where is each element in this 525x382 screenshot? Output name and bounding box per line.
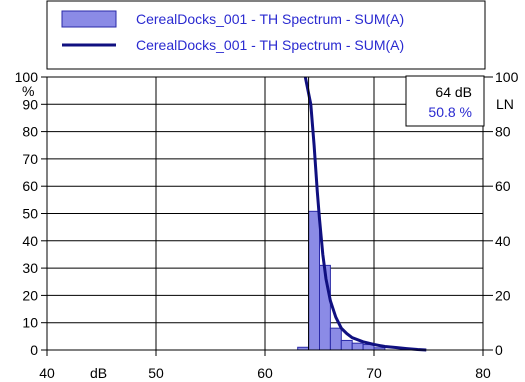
- right-y-tick-label: 40: [495, 233, 511, 249]
- left-y-tick-label: 70: [22, 151, 38, 167]
- legend-histogram-swatch: [61, 10, 117, 28]
- x-tick-label: 40: [39, 365, 55, 381]
- x-axis: 40 50 60 70 80: [39, 350, 491, 381]
- right-y-tick-label: 80: [495, 124, 511, 140]
- histogram-bar: [340, 339, 353, 351]
- left-y-tick-label: 50: [22, 206, 38, 222]
- left-y-tick-label: 10: [22, 315, 38, 331]
- left-y-tick-label: 100: [15, 69, 39, 85]
- left-y-tick-label: 20: [22, 287, 38, 303]
- histogram-bar: [329, 327, 342, 351]
- right-y-tick-label: 0: [495, 342, 503, 358]
- histogram-bar: [351, 342, 364, 351]
- right-y-tick-label: 60: [495, 178, 511, 194]
- cumulative-line: [303, 76, 427, 352]
- left-y-tick-label: 60: [22, 178, 38, 194]
- x-tick-label: 70: [366, 365, 382, 381]
- left-y-tick-label: 40: [22, 233, 38, 249]
- right-y-tick-label: 100: [495, 69, 519, 85]
- left-y-tick-label: 80: [22, 124, 38, 140]
- cursor-readout-box: [405, 75, 485, 127]
- x-tick-label: 80: [475, 365, 491, 381]
- right-y-axis-label: LN: [496, 96, 514, 112]
- right-y-axis: 0 20 40 60 80 100: [483, 69, 519, 358]
- cursor-percent-value: 50.8 %: [428, 104, 472, 120]
- left-y-axis: 0 10 20 30 40 50 60 70 80 90 100: [15, 69, 47, 358]
- left-y-tick-label: 0: [30, 342, 38, 358]
- x-axis-unit-label: dB: [90, 365, 107, 381]
- cursor-db-value: 64 dB: [435, 84, 472, 100]
- legend-line-label: CerealDocks_001 - TH Spectrum - SUM(A): [136, 37, 404, 53]
- right-y-tick-label: 20: [495, 287, 511, 303]
- histogram-bar: [308, 210, 321, 351]
- x-tick-label: 60: [257, 365, 273, 381]
- legend-box: [46, 0, 486, 70]
- left-y-tick-label: 90: [22, 96, 38, 112]
- legend-histogram-label: CerealDocks_001 - TH Spectrum - SUM(A): [136, 11, 404, 27]
- x-tick-label: 50: [148, 365, 164, 381]
- left-y-tick-label: 30: [22, 260, 38, 276]
- y-axis-unit-label: %: [22, 83, 34, 99]
